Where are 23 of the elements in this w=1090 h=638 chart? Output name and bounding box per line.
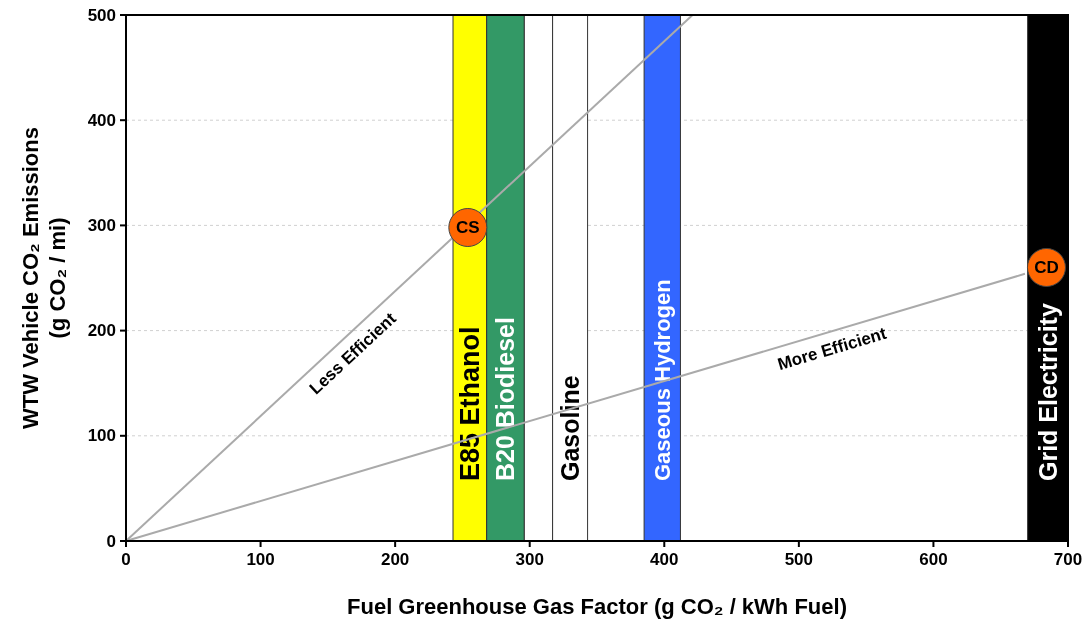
x-tick-label: 400 [650,550,679,569]
series-label: CD [1034,257,1059,277]
x-tick-label: 600 [919,550,948,569]
band-label: Gaseous Hydrogen [649,279,675,481]
band-label: Gasoline [556,375,585,481]
x-tick-label: 0 [121,550,131,569]
x-tick-label: 300 [515,550,544,569]
y-tick-label: 400 [87,110,116,130]
y-tick-label: 500 [87,5,116,25]
y-axis-title: WTW Vehicle CO₂ Emissions (g CO₂ / mi) [18,127,70,429]
y-tick-label: 100 [87,426,116,446]
y-tick-label: 200 [87,321,116,341]
band-label: Grid Electricity [1033,303,1062,481]
y-tick-label: 300 [87,215,116,235]
x-tick-label: 100 [246,550,275,569]
band-label: E85 Ethanol [454,326,485,481]
x-tick-label: 500 [784,550,814,569]
y-tick-label: 0 [106,531,116,551]
x-axis-title: Fuel Greenhouse Gas Factor (g CO₂ / kWh Fuel) [347,594,847,619]
x-tick-label: 200 [380,550,410,569]
band-label: B20 Biodiesel [491,317,520,481]
x-tick-label: 700 [1053,550,1083,569]
series-label: CS [456,218,480,237]
